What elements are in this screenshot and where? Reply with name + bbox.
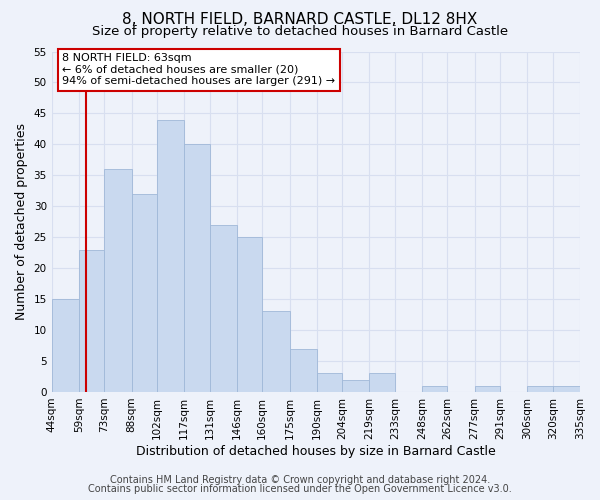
Bar [184, 144, 209, 392]
Bar [237, 237, 262, 392]
Bar [527, 386, 553, 392]
Bar [262, 312, 290, 392]
Text: 8, NORTH FIELD, BARNARD CASTLE, DL12 8HX: 8, NORTH FIELD, BARNARD CASTLE, DL12 8HX [122, 12, 478, 28]
Bar [104, 169, 131, 392]
Text: Contains HM Land Registry data © Crown copyright and database right 2024.: Contains HM Land Registry data © Crown c… [110, 475, 490, 485]
Bar [553, 386, 580, 392]
Text: 8 NORTH FIELD: 63sqm
← 6% of detached houses are smaller (20)
94% of semi-detach: 8 NORTH FIELD: 63sqm ← 6% of detached ho… [62, 53, 335, 86]
Bar [317, 374, 342, 392]
X-axis label: Distribution of detached houses by size in Barnard Castle: Distribution of detached houses by size … [136, 444, 496, 458]
Bar [422, 386, 448, 392]
Text: Size of property relative to detached houses in Barnard Castle: Size of property relative to detached ho… [92, 25, 508, 38]
Bar [157, 120, 184, 392]
Bar [290, 348, 317, 392]
Bar [52, 299, 79, 392]
Bar [475, 386, 500, 392]
Y-axis label: Number of detached properties: Number of detached properties [15, 123, 28, 320]
Bar [209, 225, 237, 392]
Bar [131, 194, 157, 392]
Bar [370, 374, 395, 392]
Text: Contains public sector information licensed under the Open Government Licence v3: Contains public sector information licen… [88, 484, 512, 494]
Bar [79, 250, 104, 392]
Bar [342, 380, 370, 392]
